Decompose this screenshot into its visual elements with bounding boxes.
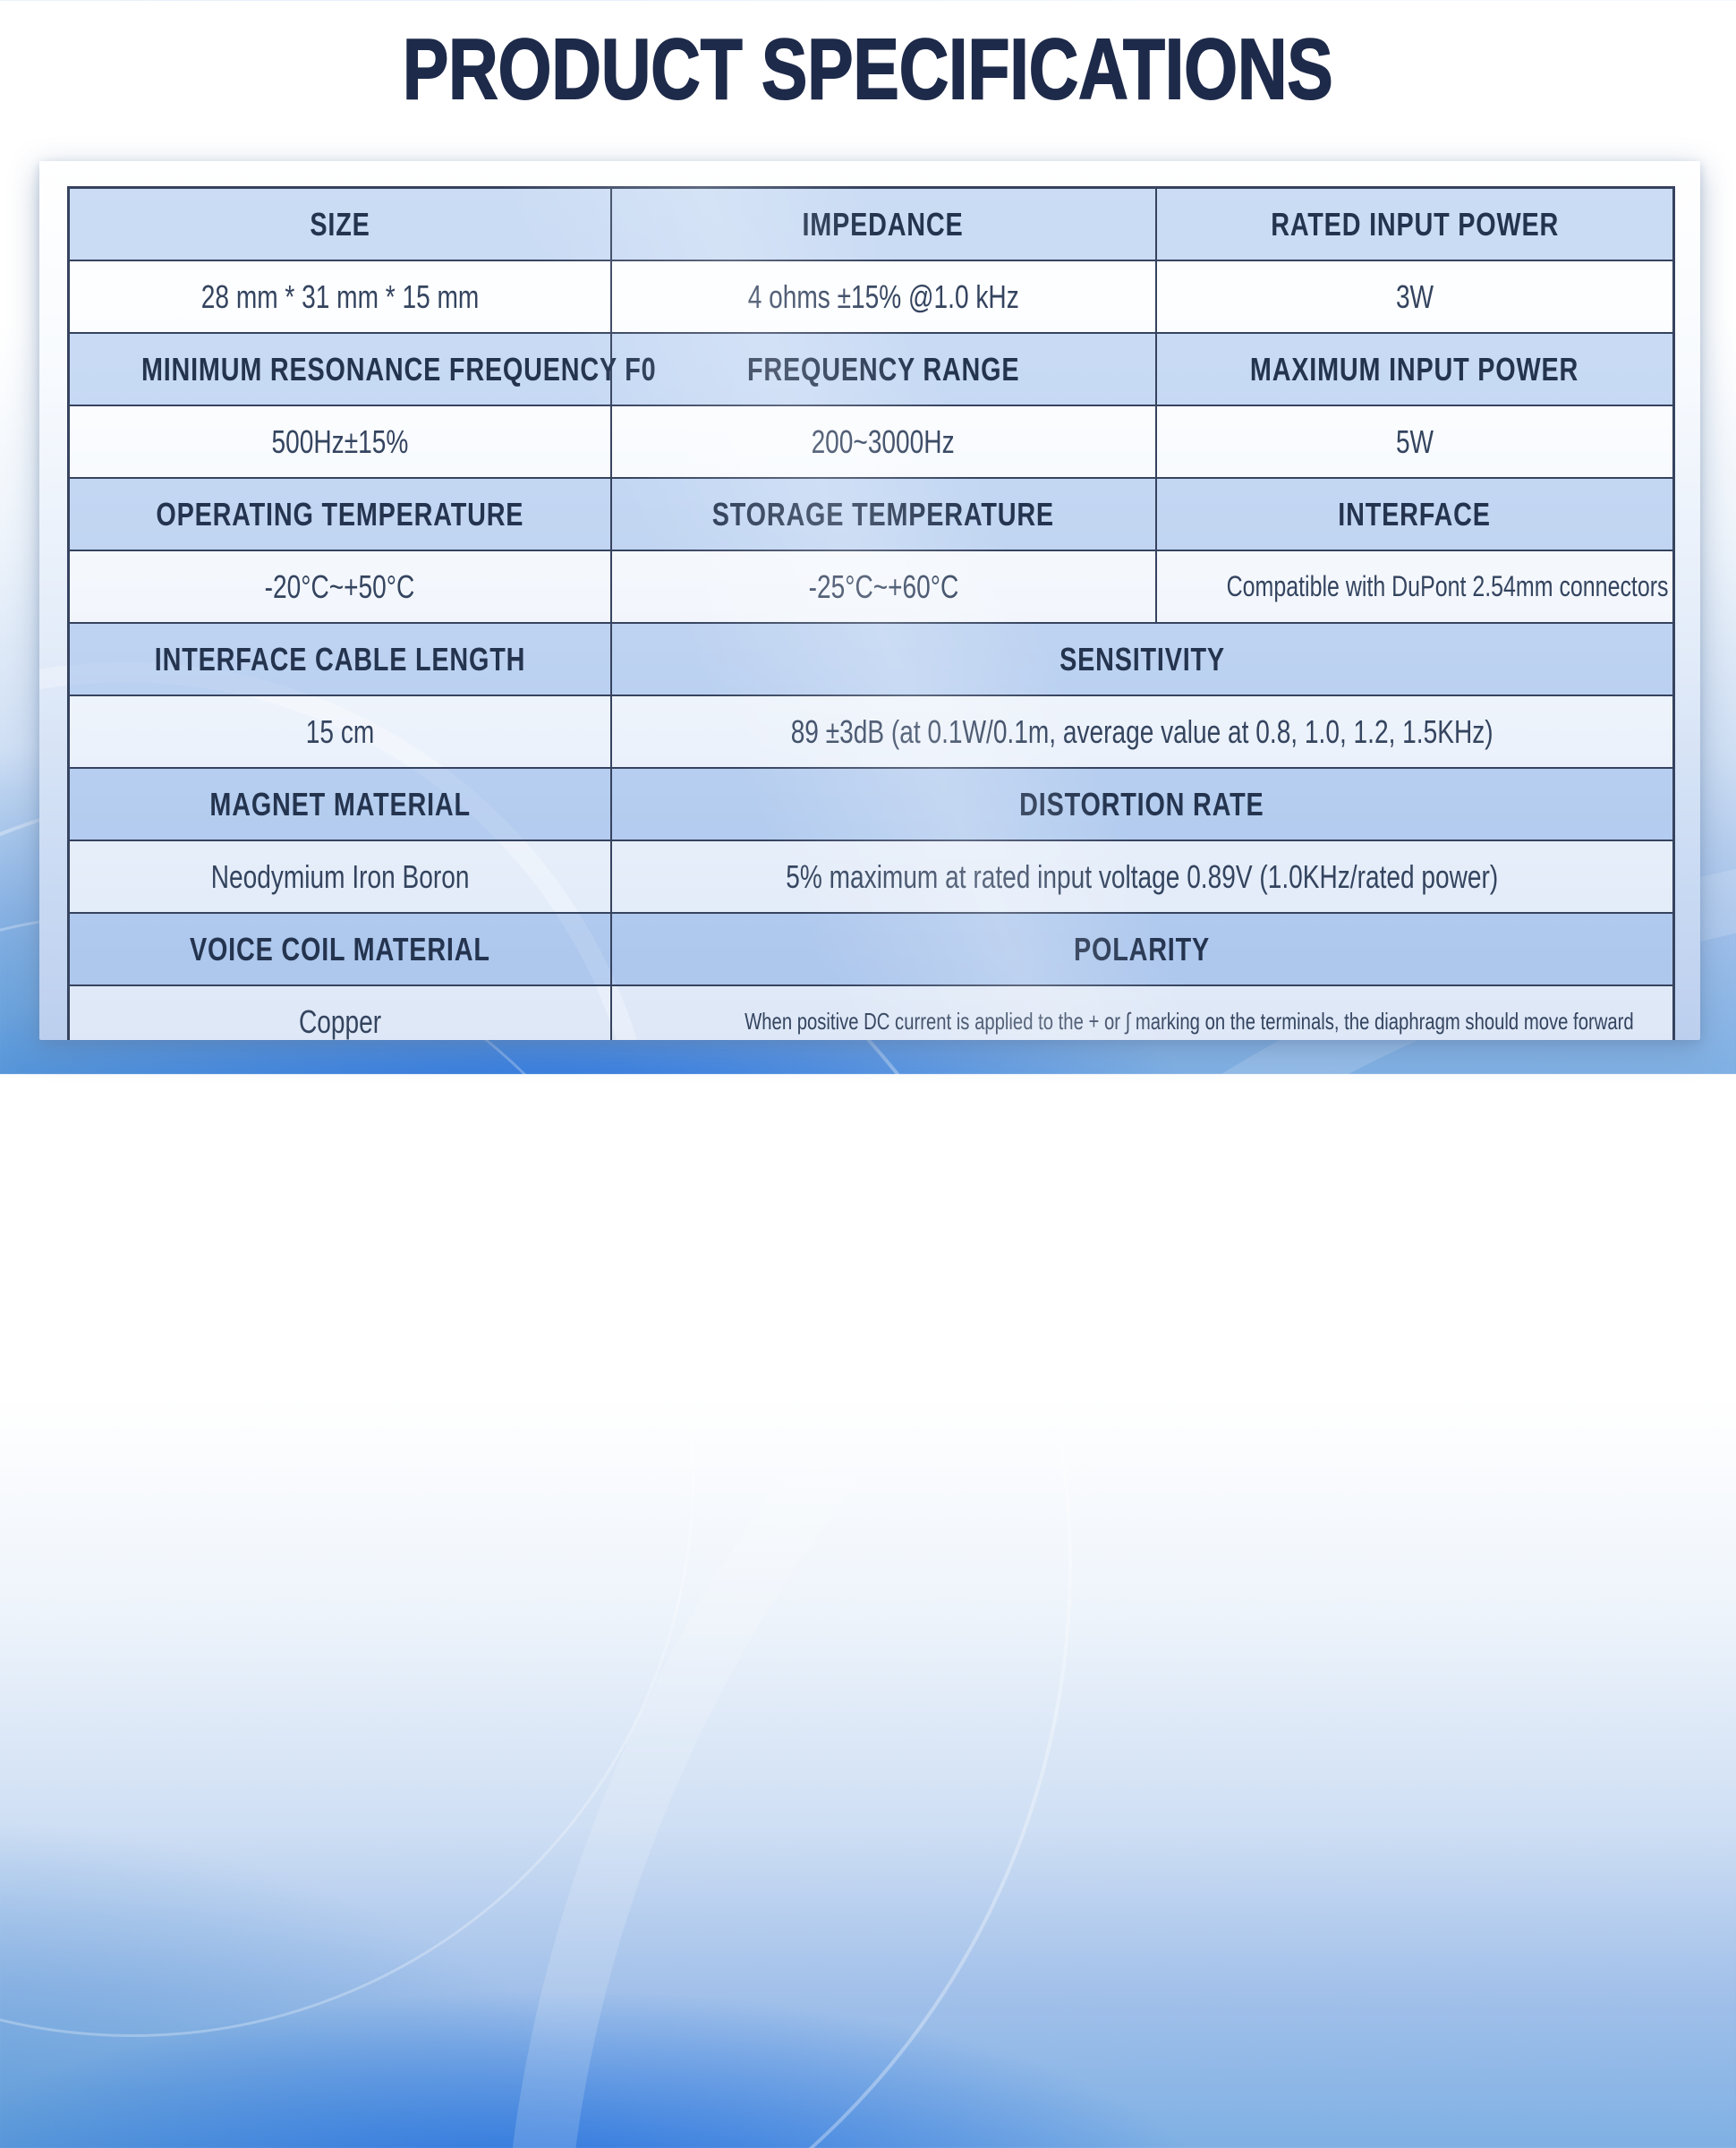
header-interface-label: INTERFACE xyxy=(1338,495,1491,533)
value-storage-temperature-text: -25°C~+60°C xyxy=(808,567,958,605)
header-sensitivity-label: SENSITIVITY xyxy=(1059,640,1225,678)
header-rated-input-power-label: RATED INPUT POWER xyxy=(1270,205,1559,243)
table-row: 28 mm * 31 mm * 15 mm 4 ohms ±15% @1.0 k… xyxy=(67,260,1675,334)
value-max-input-power-text: 5W xyxy=(1395,422,1434,460)
table-row: Copper When positive DC current is appli… xyxy=(67,984,1675,1040)
value-storage-temperature: -25°C~+60°C xyxy=(609,550,1157,624)
header-storage-temperature: STORAGE TEMPERATURE xyxy=(609,477,1157,551)
table-row: MAGNET MATERIAL DISTORTION RATE xyxy=(67,767,1675,841)
value-rated-input-power: 3W xyxy=(1154,260,1675,334)
header-magnet-material-label: MAGNET MATERIAL xyxy=(209,785,471,823)
header-interface-cable-length-label: INTERFACE CABLE LENGTH xyxy=(154,640,525,678)
header-max-input-power-label: MAXIMUM INPUT POWER xyxy=(1250,350,1579,388)
value-min-resonance-frequency-text: 500Hz±15% xyxy=(271,422,409,460)
value-magnet-material-text: Neodymium Iron Boron xyxy=(210,857,470,895)
value-polarity: When positive DC current is applied to t… xyxy=(609,984,1675,1040)
table-row: 500Hz±15% 200~3000Hz 5W xyxy=(67,405,1675,479)
table-row: INTERFACE CABLE LENGTH SENSITIVITY xyxy=(67,622,1675,696)
value-max-input-power: 5W xyxy=(1154,405,1675,479)
value-voice-coil-material-text: Copper xyxy=(298,1002,381,1040)
spec-table: SIZE IMPEDANCE RATED INPUT POWER 28 mm *… xyxy=(67,186,1675,1040)
value-voice-coil-material: Copper xyxy=(67,984,612,1040)
value-interface-cable-length: 15 cm xyxy=(67,695,612,769)
value-sensitivity: 89 ±3dB (at 0.1W/0.1m, average value at … xyxy=(609,695,1675,769)
decorative-arc-bottom-left-small xyxy=(0,913,694,2037)
value-magnet-material: Neodymium Iron Boron xyxy=(67,840,612,914)
header-impedance: IMPEDANCE xyxy=(609,186,1157,261)
table-row: -20°C~+50°C -25°C~+60°C Compatible with … xyxy=(67,550,1675,624)
value-interface: Compatible with DuPont 2.54mm connectors xyxy=(1154,550,1675,624)
header-max-input-power: MAXIMUM INPUT POWER xyxy=(1154,332,1675,406)
table-row: VOICE COIL MATERIAL POLARITY xyxy=(67,912,1675,986)
header-operating-temperature: OPERATING TEMPERATURE xyxy=(67,477,612,551)
header-sensitivity: SENSITIVITY xyxy=(609,622,1675,696)
value-interface-cable-length-text: 15 cm xyxy=(305,712,374,750)
value-frequency-range: 200~3000Hz xyxy=(609,405,1157,479)
header-min-resonance-frequency: MINIMUM RESONANCE FREQUENCY F0 xyxy=(67,332,656,406)
value-size: 28 mm * 31 mm * 15 mm xyxy=(67,260,612,334)
table-row: MINIMUM RESONANCE FREQUENCY F0 FREQUENCY… xyxy=(67,332,1675,406)
spec-card: SIZE IMPEDANCE RATED INPUT POWER 28 mm *… xyxy=(39,161,1700,1040)
header-magnet-material: MAGNET MATERIAL xyxy=(67,767,612,841)
header-rated-input-power: RATED INPUT POWER xyxy=(1154,186,1675,261)
value-operating-temperature-text: -20°C~+50°C xyxy=(264,567,415,605)
header-frequency-range: FREQUENCY RANGE xyxy=(609,332,1157,406)
header-distortion-rate-label: DISTORTION RATE xyxy=(1019,785,1264,823)
value-impedance-text: 4 ohms ±15% @1.0 kHz xyxy=(747,277,1019,315)
page-title: PRODUCT SPECIFICATIONS xyxy=(0,21,1736,117)
value-rated-input-power-text: 3W xyxy=(1395,277,1434,315)
header-distortion-rate: DISTORTION RATE xyxy=(609,767,1675,841)
value-distortion-rate: 5% maximum at rated input voltage 0.89V … xyxy=(609,840,1675,914)
header-size: SIZE xyxy=(67,186,612,261)
header-size-label: SIZE xyxy=(310,205,370,243)
header-voice-coil-material: VOICE COIL MATERIAL xyxy=(67,912,612,986)
header-impedance-label: IMPEDANCE xyxy=(802,205,965,243)
header-voice-coil-material-label: VOICE COIL MATERIAL xyxy=(189,930,490,967)
header-polarity: POLARITY xyxy=(609,912,1675,986)
table-row: 15 cm 89 ±3dB (at 0.1W/0.1m, average val… xyxy=(67,695,1675,769)
header-min-resonance-frequency-label: MINIMUM RESONANCE FREQUENCY F0 xyxy=(140,350,657,388)
value-frequency-range-text: 200~3000Hz xyxy=(811,422,956,460)
value-size-text: 28 mm * 31 mm * 15 mm xyxy=(200,277,480,315)
header-frequency-range-label: FREQUENCY RANGE xyxy=(746,350,1020,388)
page-title-text: PRODUCT SPECIFICATIONS xyxy=(402,21,1333,117)
value-min-resonance-frequency: 500Hz±15% xyxy=(67,405,612,479)
value-distortion-rate-text: 5% maximum at rated input voltage 0.89V … xyxy=(786,857,1499,895)
table-row: SIZE IMPEDANCE RATED INPUT POWER xyxy=(67,186,1675,261)
value-sensitivity-text: 89 ±3dB (at 0.1W/0.1m, average value at … xyxy=(790,712,1493,750)
table-row: Neodymium Iron Boron 5% maximum at rated… xyxy=(67,840,1675,914)
value-impedance: 4 ohms ±15% @1.0 kHz xyxy=(609,260,1157,334)
header-interface: INTERFACE xyxy=(1154,477,1675,551)
value-interface-text: Compatible with DuPont 2.54mm connectors xyxy=(1226,570,1669,602)
header-operating-temperature-label: OPERATING TEMPERATURE xyxy=(156,495,524,533)
header-polarity-label: POLARITY xyxy=(1074,930,1211,967)
value-polarity-text: When positive DC current is applied to t… xyxy=(744,1008,1634,1035)
header-storage-temperature-label: STORAGE TEMPERATURE xyxy=(711,495,1055,533)
header-interface-cable-length: INTERFACE CABLE LENGTH xyxy=(67,622,612,696)
value-operating-temperature: -20°C~+50°C xyxy=(67,550,612,624)
table-row: OPERATING TEMPERATURE STORAGE TEMPERATUR… xyxy=(67,477,1675,551)
